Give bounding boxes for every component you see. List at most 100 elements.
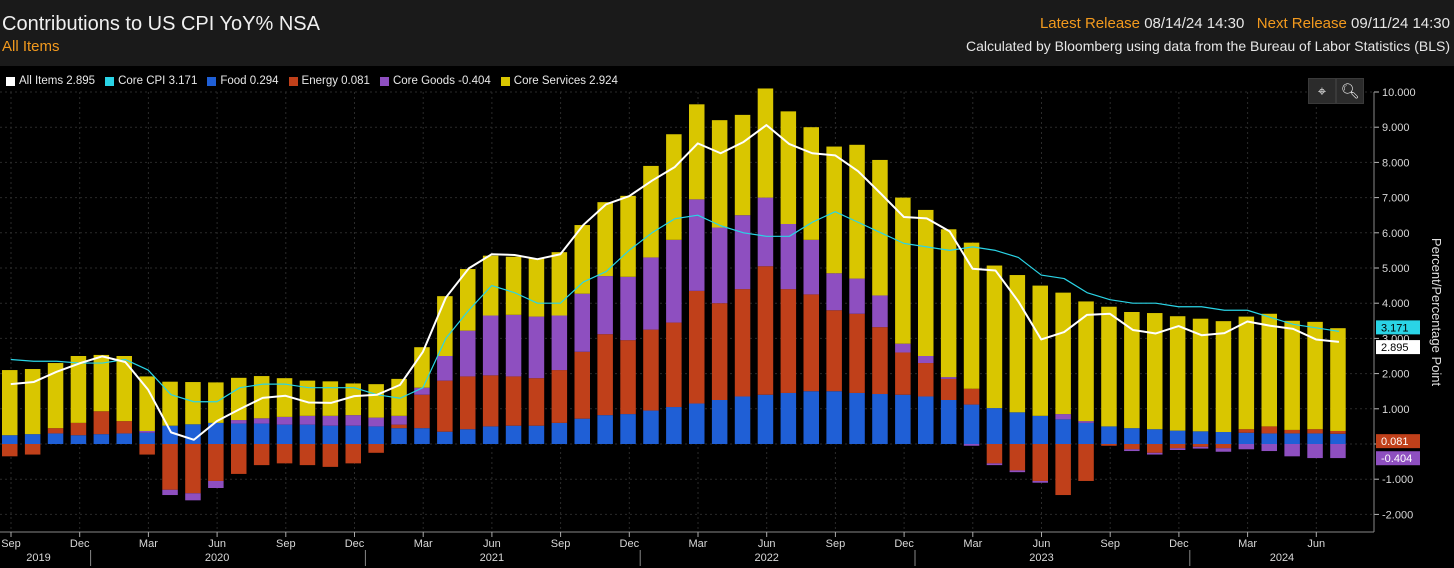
x-tick-year: 2020 [205,552,229,564]
last-value-box [1376,340,1420,355]
bar-food [391,428,407,444]
bar-energy [322,444,339,467]
legend-label: All Items 2.895 [19,75,96,87]
x-tick-year: 2023 [1029,552,1053,564]
y-tick-label: 9.000 [1382,122,1410,134]
bar-food [299,424,316,444]
bar-energy [803,294,819,392]
bar-core-services [1330,328,1346,431]
bar-core-services [1169,316,1186,431]
bar-food [253,423,270,444]
bar-energy [391,424,407,429]
bar-food [47,433,64,444]
y-tick-label: 6.000 [1382,228,1410,240]
bar-energy [139,444,155,455]
legend-item-all[interactable]: All Items 2.895 [6,72,95,90]
bar-food [482,426,499,444]
bar-food [1284,433,1300,444]
bar-food [734,396,751,444]
x-tick-month: Sep [826,538,846,550]
bar-core-services [895,197,911,344]
bar-core-goods [597,276,613,335]
chart-subtitle[interactable]: All Items [2,38,60,55]
bar-core-services [1078,301,1094,422]
bar-core-goods [1307,444,1323,459]
bar-core-services [963,242,980,389]
legend-item-food[interactable]: Food 0.294 [207,72,279,90]
bar-core-goods [1055,414,1071,420]
bar-energy [460,376,476,430]
bar-food [666,407,682,444]
bar-food [1101,426,1117,444]
bar-food [208,422,224,444]
legend-label: Core Services 2.924 [513,75,618,87]
bar-core-services [2,370,18,436]
bar-core-goods [1330,444,1346,459]
x-tick-year: 2019 [26,552,50,564]
bar-energy [1261,426,1277,434]
bar-energy [253,444,270,466]
bar-food [368,426,384,444]
legend-swatch [207,76,217,86]
bar-core-goods [1192,446,1209,449]
bar-core-services [345,383,361,416]
bar-core-services [826,146,842,274]
bar-food [711,400,728,444]
bar-core-goods [826,273,842,311]
line-all-items [10,124,1340,441]
bar-core-services [208,382,224,423]
bar-food [1238,432,1255,444]
bar-food [437,431,453,444]
bar-core-services [780,111,797,224]
bar-core-services [940,229,957,378]
bar-core-goods [1261,444,1277,452]
latest-release-label: Latest Release [1039,15,1141,32]
bar-core-services [689,104,705,200]
bar-energy [872,327,888,395]
y-tick-label: 1.000 [1382,404,1410,416]
x-tick-month: Mar [414,538,433,550]
x-tick-month: Sep [276,538,296,550]
zoom-icon[interactable]: 🔍︎ [1336,78,1364,104]
bar-energy [368,444,384,453]
bar-core-services [574,225,590,294]
bar-food [1215,432,1232,444]
bar-core-goods [689,199,705,291]
bar-core-services [185,382,201,425]
bar-core-goods [574,293,590,352]
bar-food [1307,433,1323,444]
bar-energy [93,411,110,435]
bar-food [460,429,476,444]
bar-core-goods [803,239,819,295]
bar-energy [208,444,224,481]
bar-energy [597,334,613,416]
bar-core-services [460,269,476,331]
legend-item-core-services[interactable]: Core Services 2.924 [500,72,618,90]
bar-core-services [505,256,522,315]
bar-core-goods [986,463,1003,466]
bar-core-services [597,202,613,277]
bar-food [93,434,110,444]
bar-food [1169,430,1186,444]
bar-core-goods [368,417,384,427]
x-tick-month: Mar [139,538,158,550]
bar-core-services [849,144,865,279]
crosshair-icon[interactable]: ⌖ [1308,78,1336,104]
bar-core-goods [780,224,797,290]
bar-core-goods [1147,452,1163,455]
bar-energy [734,289,751,397]
bar-food [872,394,888,444]
bar-food [231,423,247,444]
x-tick-year: 2024 [1270,552,1294,564]
x-tick-month: Dec [620,538,640,550]
legend-item-core-goods[interactable]: Core Goods -0.404 [379,72,491,90]
bar-energy [1169,444,1186,449]
y-tick-label: -2.000 [1382,509,1413,521]
bar-energy [2,444,18,457]
bar-energy [414,394,430,429]
legend-item-energy[interactable]: Energy 0.081 [288,72,370,90]
legend-label: Core Goods -0.404 [392,75,491,87]
bar-food [597,415,613,444]
legend-item-core-cpi[interactable]: Core CPI 3.171 [105,72,197,90]
